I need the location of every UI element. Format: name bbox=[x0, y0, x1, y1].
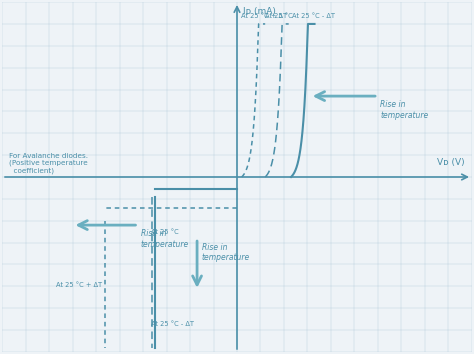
Text: At 25 °C + ΔT: At 25 °C + ΔT bbox=[56, 282, 102, 288]
Text: Iᴅ (mA): Iᴅ (mA) bbox=[243, 7, 275, 16]
Text: At 25 °C - ΔT: At 25 °C - ΔT bbox=[152, 321, 194, 327]
Text: At 25 °C + ΔT: At 25 °C + ΔT bbox=[241, 13, 287, 19]
Text: Rise in
temperature: Rise in temperature bbox=[141, 229, 189, 249]
Text: Vᴅ (V): Vᴅ (V) bbox=[437, 158, 465, 167]
Text: At 25 °C: At 25 °C bbox=[265, 13, 293, 19]
Text: At 25 °C - ΔT: At 25 °C - ΔT bbox=[292, 13, 336, 19]
Text: Rise in
temperature: Rise in temperature bbox=[202, 242, 250, 262]
Text: At 25 °C: At 25 °C bbox=[152, 229, 179, 235]
Text: Rise in
temperature: Rise in temperature bbox=[380, 101, 428, 120]
Text: For Avalanche diodes.
(Positive temperature
  coefficient): For Avalanche diodes. (Positive temperat… bbox=[9, 153, 88, 174]
